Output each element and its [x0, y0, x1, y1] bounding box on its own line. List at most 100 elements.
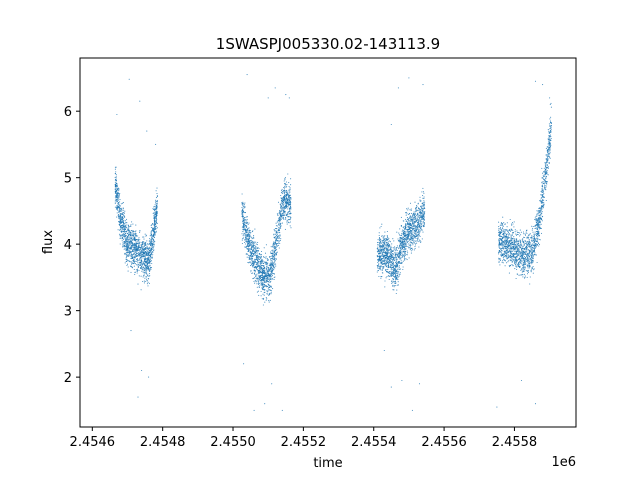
data-point: [134, 249, 137, 251]
data-point: [150, 260, 152, 262]
data-point: [118, 203, 120, 205]
data-point: [255, 243, 257, 245]
data-point: [283, 192, 285, 194]
data-point: [146, 243, 148, 245]
data-point: [123, 243, 125, 245]
data-point: [273, 261, 276, 263]
data-point: [527, 262, 529, 264]
data-point: [128, 242, 130, 244]
data-point: [423, 214, 425, 216]
data-point: [411, 238, 413, 241]
data-point: [289, 213, 291, 215]
data-point: [381, 272, 383, 274]
data-point: [120, 203, 122, 205]
data-point: [543, 175, 546, 177]
data-point: [245, 238, 247, 240]
data-point: [252, 245, 254, 247]
data-point: [124, 246, 126, 248]
data-point: [127, 228, 129, 230]
data-point: [255, 277, 257, 279]
data-point: [150, 252, 153, 254]
data-point: [283, 180, 285, 182]
data-point: [415, 226, 417, 228]
data-point: [134, 256, 136, 258]
data-point: [129, 248, 131, 250]
data-point: [128, 260, 130, 262]
data-point: [390, 256, 392, 258]
data-point: [396, 268, 398, 270]
data-point: [242, 208, 244, 210]
data-point: [256, 255, 258, 257]
data-point: [389, 247, 391, 249]
data-point: [266, 278, 268, 280]
data-point: [149, 262, 151, 264]
data-point: [150, 244, 152, 247]
data-point: [397, 246, 399, 248]
data-point: [417, 220, 419, 222]
data-point: [263, 283, 265, 285]
data-point: [413, 249, 415, 251]
data-point: [411, 214, 414, 216]
data-point: [243, 219, 245, 222]
data-point: [252, 263, 254, 265]
data-point: [252, 278, 254, 280]
data-point: [261, 272, 263, 274]
data-point: [135, 252, 137, 254]
data-point: [156, 212, 158, 214]
data-point: [125, 224, 127, 226]
data-point: [409, 219, 411, 221]
data-point: [413, 213, 415, 215]
data-point: [377, 252, 380, 254]
data-point: [251, 250, 254, 252]
data-point: [410, 252, 412, 254]
data-point: [124, 223, 126, 225]
data-point: [246, 216, 248, 218]
data-point: [279, 242, 281, 245]
data-point: [408, 222, 410, 224]
data-point: [381, 242, 383, 244]
data-point: [418, 241, 420, 243]
data-point: [251, 244, 253, 246]
data-point: [124, 210, 126, 212]
data-point: [263, 288, 265, 290]
data-point: [252, 249, 255, 251]
data-point: [402, 255, 404, 257]
data-point: [271, 271, 273, 273]
data-point: [147, 278, 149, 280]
data-point: [248, 238, 250, 240]
data-point: [245, 234, 248, 237]
data-point: [121, 227, 124, 229]
data-point: [129, 235, 131, 237]
data-point: [262, 281, 264, 283]
data-point: [411, 225, 413, 227]
data-point: [290, 206, 292, 209]
data-point: [259, 270, 261, 272]
data-point: [264, 252, 267, 254]
data-point: [402, 245, 404, 247]
data-point: [387, 271, 389, 273]
data-point: [410, 208, 412, 210]
data-point: [528, 241, 531, 243]
data-point: [122, 221, 124, 223]
data-point: [248, 249, 250, 251]
data-point: [407, 209, 409, 211]
data-point: [284, 200, 286, 202]
data-point: [270, 277, 272, 279]
data-point: [139, 252, 141, 254]
data-point: [270, 286, 272, 288]
data-point: [123, 235, 125, 237]
data-point: [258, 286, 260, 288]
data-point: [148, 265, 150, 267]
data-point: [152, 247, 154, 249]
data-point: [281, 191, 283, 193]
data-point: [395, 258, 397, 260]
data-point: [141, 261, 143, 263]
data-point: [274, 249, 276, 252]
data-point: [273, 258, 275, 261]
data-point: [379, 239, 381, 241]
data-point: [123, 245, 125, 247]
data-point: [131, 262, 133, 264]
data-point: [124, 247, 126, 249]
data-point: [389, 240, 391, 242]
